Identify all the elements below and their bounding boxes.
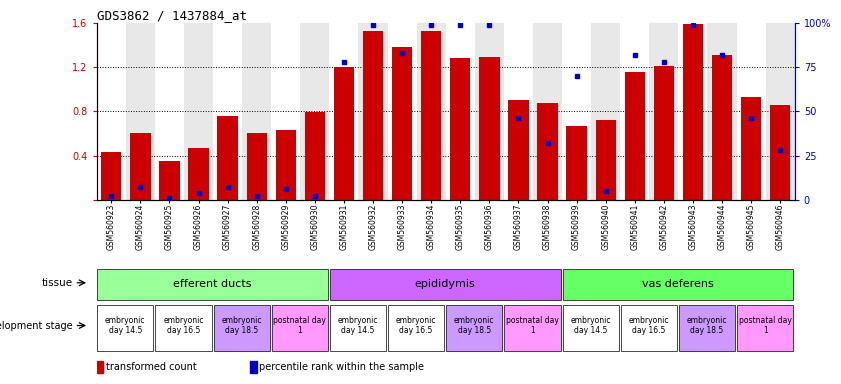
- Bar: [416, 23, 446, 200]
- Bar: [213, 23, 242, 200]
- Text: embryonic
day 14.5: embryonic day 14.5: [337, 316, 378, 335]
- Bar: [450, 58, 470, 200]
- Bar: [246, 134, 267, 200]
- Bar: [738, 305, 793, 351]
- Bar: [218, 116, 238, 200]
- Bar: [130, 134, 151, 200]
- Bar: [159, 161, 180, 200]
- Bar: [505, 305, 561, 351]
- Text: embryonic
day 14.5: embryonic day 14.5: [105, 316, 145, 335]
- Text: postnatal day
1: postnatal day 1: [738, 316, 791, 335]
- Bar: [533, 23, 562, 200]
- Bar: [251, 361, 257, 373]
- Bar: [155, 23, 184, 200]
- Bar: [98, 305, 153, 351]
- Bar: [620, 23, 649, 200]
- Bar: [563, 269, 793, 300]
- Bar: [272, 305, 328, 351]
- Bar: [389, 305, 444, 351]
- Bar: [711, 55, 733, 200]
- Bar: [770, 105, 791, 200]
- Text: postnatal day
1: postnatal day 1: [506, 316, 558, 335]
- Text: epididymis: epididymis: [415, 279, 475, 289]
- Text: efferent ducts: efferent ducts: [173, 279, 251, 289]
- Bar: [358, 23, 388, 200]
- Text: postnatal day
1: postnatal day 1: [273, 316, 326, 335]
- Bar: [334, 67, 354, 200]
- Text: transformed count: transformed count: [106, 362, 197, 372]
- Text: tissue: tissue: [41, 278, 72, 288]
- Bar: [156, 305, 212, 351]
- Bar: [388, 23, 416, 200]
- Bar: [101, 152, 121, 200]
- Bar: [421, 31, 442, 200]
- Bar: [737, 23, 765, 200]
- Text: embryonic
day 16.5: embryonic day 16.5: [396, 316, 436, 335]
- Bar: [271, 23, 300, 200]
- Bar: [97, 23, 126, 200]
- Text: embryonic
day 18.5: embryonic day 18.5: [221, 316, 262, 335]
- Bar: [184, 23, 213, 200]
- Bar: [741, 97, 761, 200]
- Bar: [126, 23, 155, 200]
- Text: embryonic
day 18.5: embryonic day 18.5: [454, 316, 495, 335]
- Bar: [447, 305, 502, 351]
- Text: embryonic
day 14.5: embryonic day 14.5: [570, 316, 611, 335]
- Bar: [300, 23, 330, 200]
- Bar: [621, 305, 677, 351]
- Bar: [567, 126, 587, 200]
- Bar: [504, 23, 533, 200]
- Text: embryonic
day 18.5: embryonic day 18.5: [686, 316, 727, 335]
- Bar: [679, 23, 707, 200]
- Bar: [653, 66, 674, 200]
- Bar: [707, 23, 737, 200]
- Bar: [98, 269, 328, 300]
- Text: embryonic
day 16.5: embryonic day 16.5: [628, 316, 669, 335]
- Bar: [562, 23, 591, 200]
- Bar: [475, 23, 504, 200]
- Bar: [330, 269, 561, 300]
- Bar: [330, 23, 358, 200]
- Bar: [362, 31, 383, 200]
- Bar: [679, 305, 735, 351]
- Bar: [214, 305, 270, 351]
- Bar: [97, 361, 103, 373]
- Text: percentile rank within the sample: percentile rank within the sample: [259, 362, 425, 372]
- Bar: [625, 71, 645, 200]
- Bar: [446, 23, 475, 200]
- Bar: [276, 130, 296, 200]
- Bar: [563, 305, 619, 351]
- Bar: [649, 23, 679, 200]
- Bar: [304, 113, 325, 200]
- Bar: [765, 23, 795, 200]
- Text: embryonic
day 16.5: embryonic day 16.5: [163, 316, 204, 335]
- Bar: [392, 47, 412, 200]
- Bar: [508, 100, 529, 200]
- Bar: [242, 23, 271, 200]
- Bar: [479, 57, 500, 200]
- Bar: [188, 148, 209, 200]
- Bar: [595, 120, 616, 200]
- Bar: [537, 103, 558, 200]
- Text: GDS3862 / 1437884_at: GDS3862 / 1437884_at: [97, 9, 246, 22]
- Text: vas deferens: vas deferens: [642, 279, 714, 289]
- Bar: [683, 24, 703, 200]
- Bar: [330, 305, 386, 351]
- Bar: [591, 23, 620, 200]
- Text: development stage: development stage: [0, 321, 72, 331]
